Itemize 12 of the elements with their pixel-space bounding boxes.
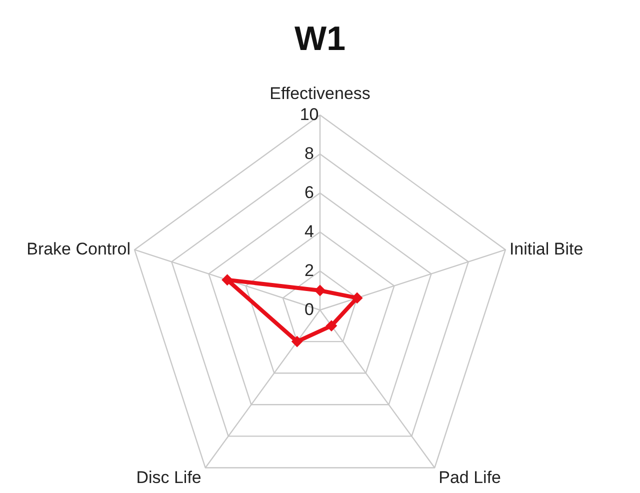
spoke-label: Initial Bite <box>509 240 584 259</box>
y-tick-label: 6 <box>304 183 314 202</box>
spoke-label: Effectiveness <box>270 84 370 103</box>
y-tick-label: 10 <box>300 105 319 124</box>
y-tick-label: 4 <box>304 222 314 241</box>
y-tick-label: 0 <box>304 300 314 319</box>
chart-title: W1 <box>294 20 346 58</box>
y-tick-label: 8 <box>304 144 314 163</box>
spoke-label: Pad Life <box>438 468 502 487</box>
y-tick-label: 2 <box>304 261 314 280</box>
spoke-label: Disc Life <box>136 468 202 487</box>
spoke-label: Brake Control <box>26 240 131 259</box>
